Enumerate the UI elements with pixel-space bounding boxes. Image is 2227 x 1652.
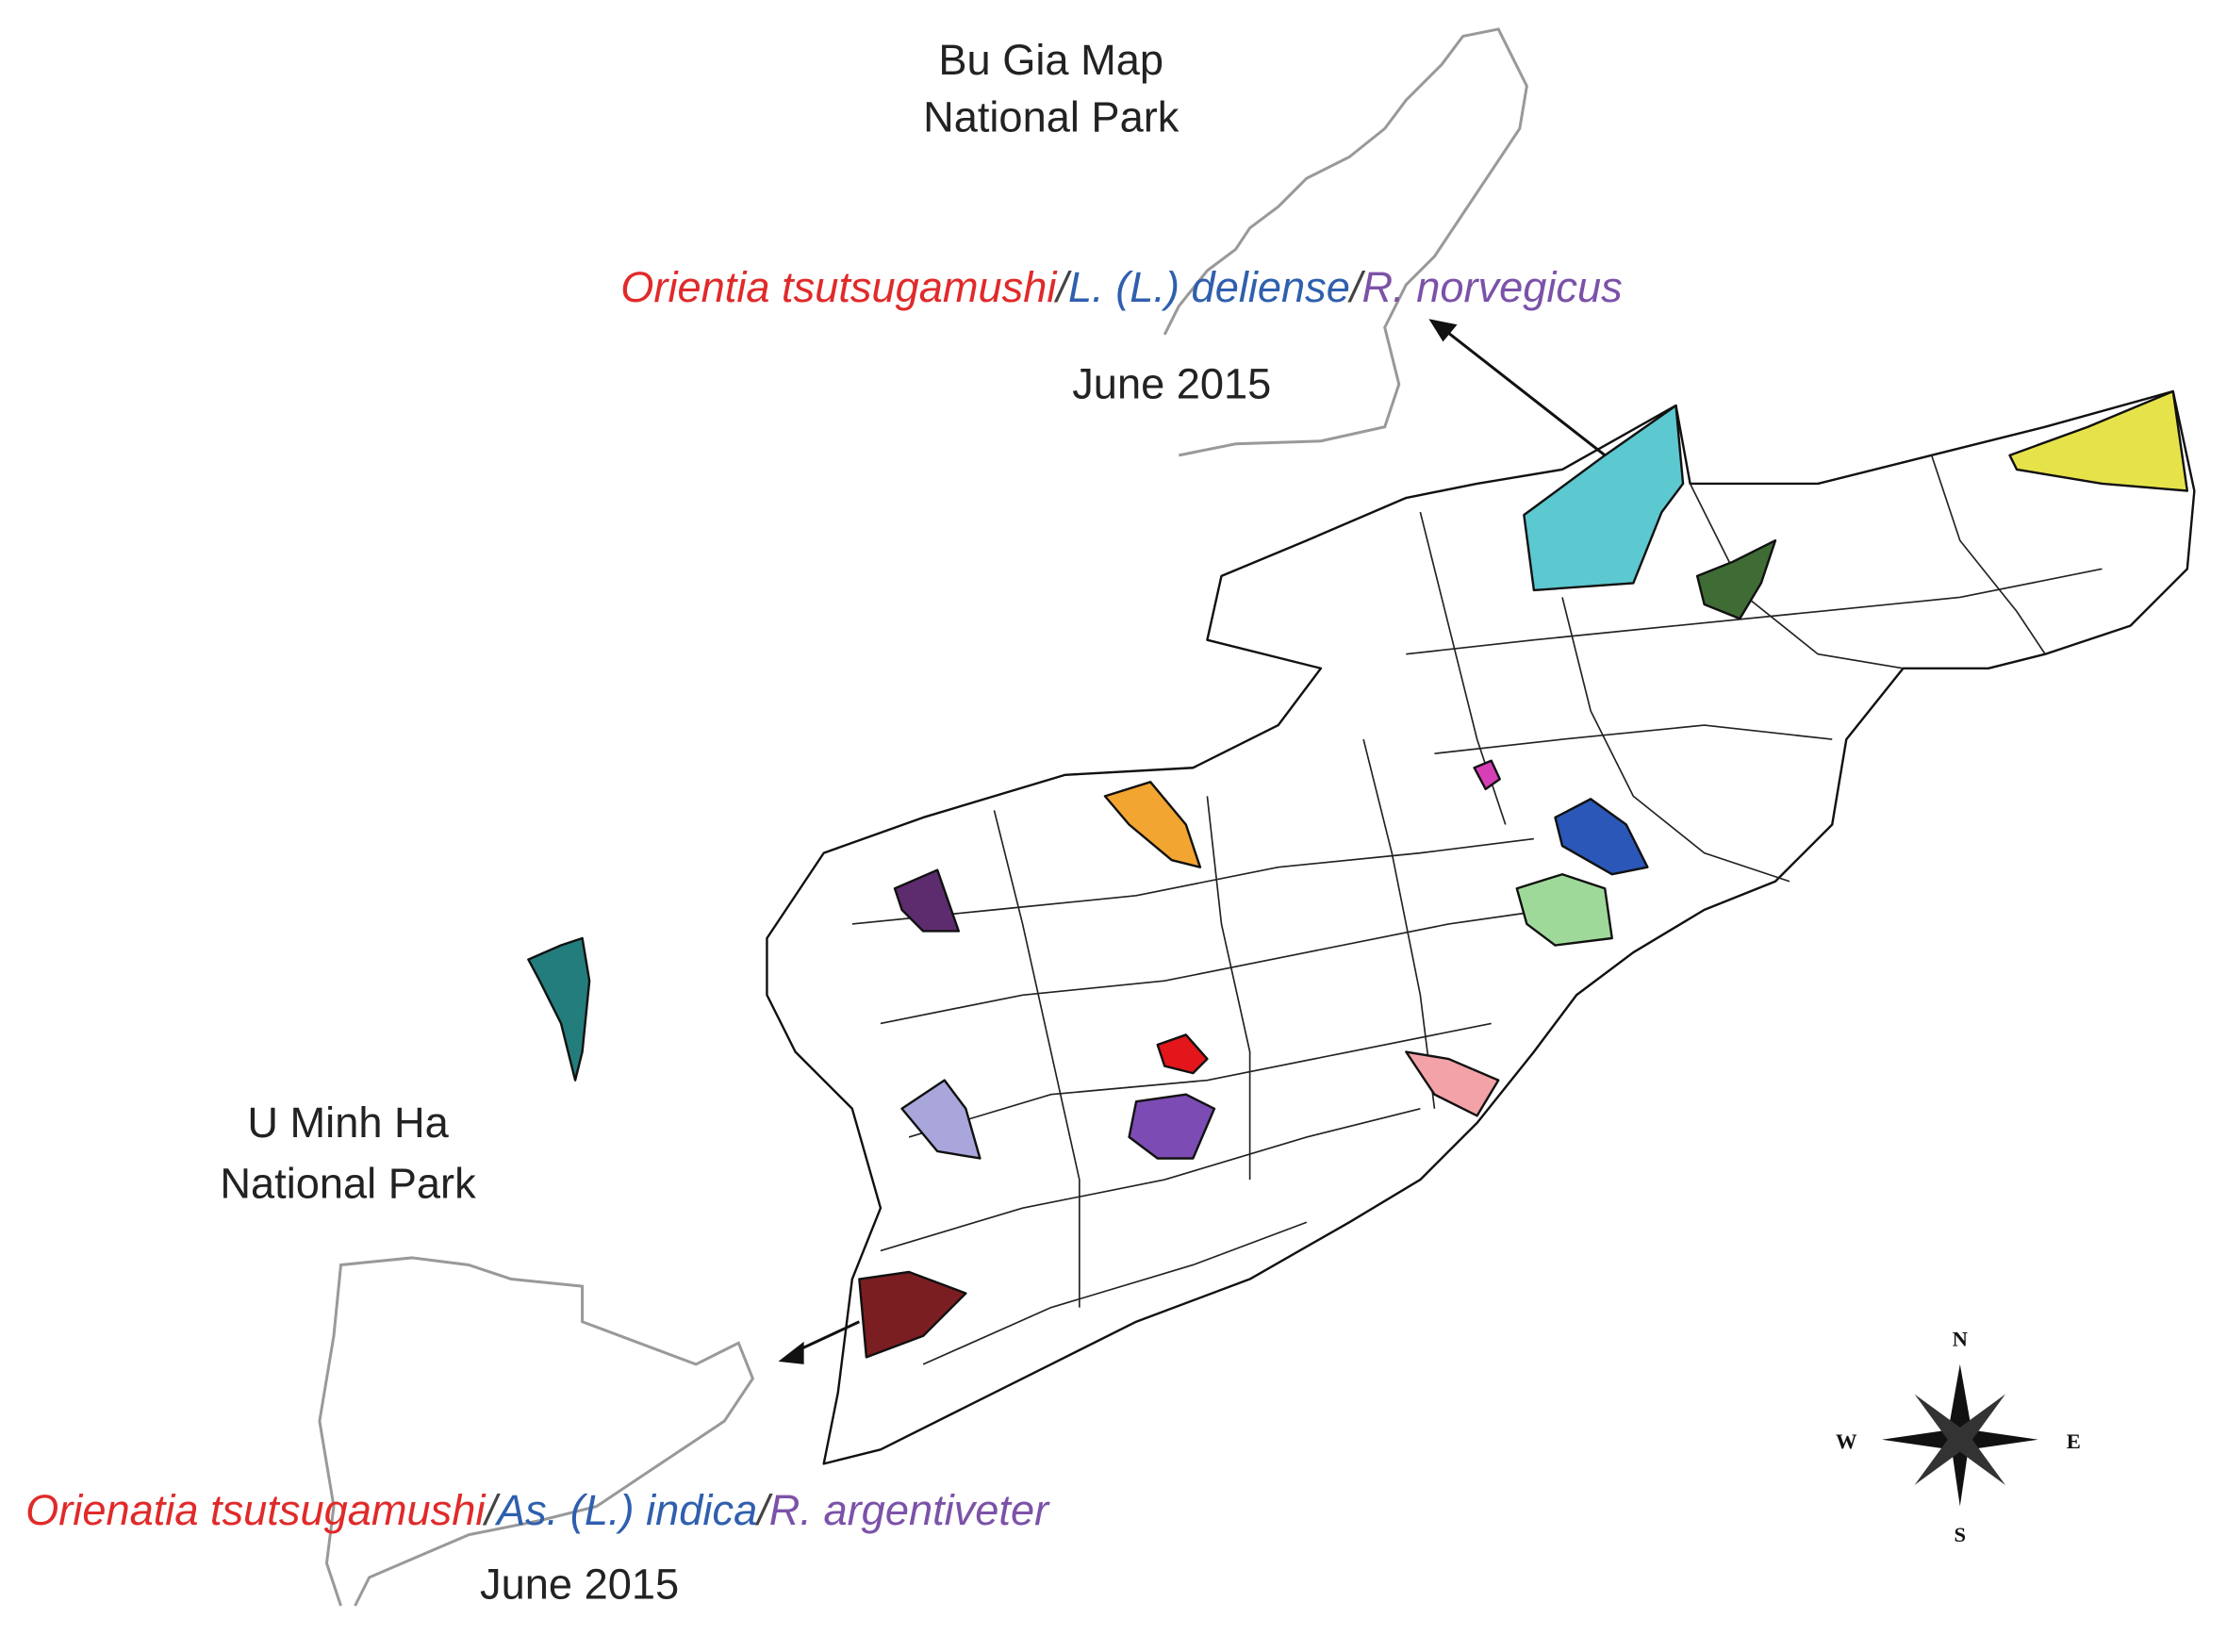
- finding-part: As. (L.) indica: [494, 1486, 757, 1534]
- findings: Orientia tsutsugamushi/L. (L.) deliense/…: [620, 263, 1622, 311]
- finding-part: /: [1347, 263, 1366, 311]
- compass-north: N: [1953, 1327, 1968, 1350]
- arrows: [778, 319, 1607, 1364]
- compass-east: E: [2067, 1429, 2081, 1453]
- findings: Orienatia tsutsugamushi/As. (L.) indica/…: [25, 1486, 1050, 1534]
- compass: N S W E: [1836, 1327, 2081, 1546]
- park-name: Bu Gia Map: [938, 36, 1163, 84]
- finding-part: Orientia tsutsugamushi: [620, 263, 1058, 311]
- park-name: National Park: [220, 1160, 476, 1208]
- date: June 2015: [480, 1560, 679, 1608]
- finding-part: R. norvegicus: [1361, 263, 1622, 311]
- inset-outlines: [318, 27, 1528, 1607]
- finding-part: /: [1053, 263, 1072, 311]
- finding-part: R. argentiveter: [769, 1486, 1050, 1534]
- date: June 2015: [1072, 360, 1271, 408]
- finding-part: L. (L.) deliense: [1068, 263, 1350, 311]
- finding-part: /: [754, 1486, 773, 1534]
- park-name: U Minh Ha: [247, 1099, 449, 1147]
- finding-part: Orienatia tsutsugamushi: [25, 1486, 487, 1534]
- park-name: National Park: [923, 92, 1179, 140]
- compass-south: S: [1955, 1523, 1967, 1546]
- compass-west: W: [1836, 1429, 1857, 1453]
- delta-map: [527, 389, 2196, 1465]
- finding-part: /: [482, 1486, 501, 1534]
